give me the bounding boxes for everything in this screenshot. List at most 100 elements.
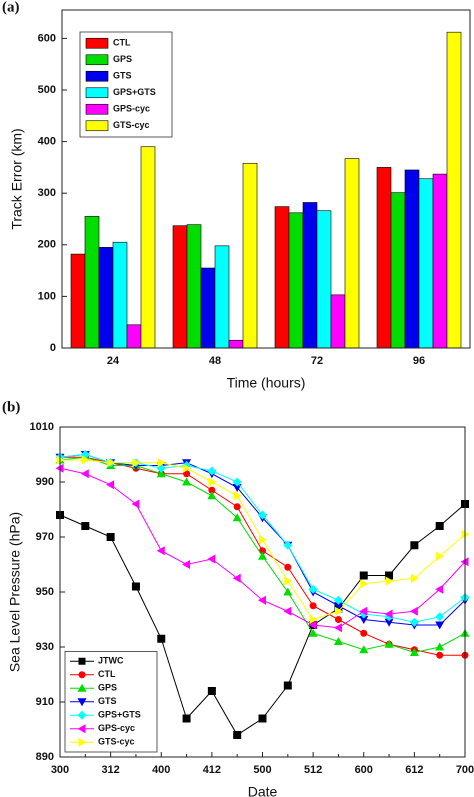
x-tick-label: 72	[311, 355, 323, 367]
y-tick-label: 400	[38, 135, 56, 147]
legend-swatch	[85, 54, 109, 66]
point	[208, 486, 216, 494]
point	[309, 602, 317, 610]
point	[182, 477, 192, 486]
point	[333, 637, 343, 645]
point	[435, 522, 444, 530]
point	[207, 491, 217, 500]
legend-label: CTL	[113, 38, 131, 48]
point	[182, 714, 191, 723]
point	[384, 618, 394, 627]
point	[207, 466, 217, 476]
point	[309, 615, 318, 624]
legend-marker	[77, 710, 87, 720]
legend-label: GPS+GTS	[113, 87, 156, 97]
plot-frame	[59, 426, 466, 758]
bar	[228, 339, 244, 349]
point	[258, 595, 266, 605]
point	[259, 535, 267, 545]
legend-marker	[78, 657, 86, 665]
bar	[390, 192, 406, 349]
legend-marker	[77, 683, 87, 692]
point	[359, 616, 369, 624]
y-tick-label: 950	[36, 586, 54, 598]
point	[157, 458, 166, 468]
bar	[84, 216, 100, 349]
y-axis-label: Sea Level Pressure (hPa)	[7, 512, 23, 672]
point	[435, 621, 445, 630]
point	[208, 477, 217, 487]
bar	[330, 294, 346, 349]
x-tick-label: 412	[203, 764, 221, 776]
point	[131, 582, 140, 591]
y-tick-label: 500	[38, 84, 56, 96]
point	[409, 648, 419, 656]
x-tick-label: 512	[304, 764, 322, 776]
legend-label: GTS	[98, 696, 117, 706]
point	[106, 480, 115, 490]
legend-label: GPS-cyc	[113, 104, 150, 114]
bar	[316, 210, 332, 349]
point	[435, 584, 444, 594]
legend-label: GTS	[113, 71, 132, 81]
legend-swatch	[85, 70, 109, 82]
legend-label: GPS	[113, 54, 132, 64]
bar	[432, 173, 448, 349]
y-tick-label: 0	[50, 342, 56, 354]
point	[308, 620, 317, 630]
legend-marker	[78, 737, 87, 747]
legend-label: GPS	[98, 683, 117, 693]
point	[283, 681, 292, 690]
x-tick-label: 400	[152, 764, 170, 776]
point	[233, 491, 242, 501]
x-tick-label: 600	[355, 764, 373, 776]
point	[232, 573, 241, 583]
y-tick-label: 930	[36, 641, 54, 653]
bar	[288, 212, 304, 349]
x-tick-label: 500	[253, 764, 271, 776]
point	[385, 576, 394, 586]
bar	[70, 253, 86, 349]
x-tick-label: 700	[456, 764, 474, 776]
bar	[242, 162, 258, 349]
point	[435, 612, 445, 622]
point	[436, 651, 444, 659]
point	[283, 606, 292, 616]
legend-marker	[77, 698, 87, 707]
bar	[172, 225, 188, 349]
point	[232, 477, 242, 487]
x-tick-label: 312	[101, 764, 119, 776]
legend-box	[79, 31, 173, 138]
point	[333, 623, 342, 633]
bar	[186, 224, 202, 349]
point	[156, 469, 166, 478]
point	[233, 731, 242, 739]
point	[284, 563, 292, 571]
bar	[302, 202, 318, 349]
point	[232, 484, 242, 492]
bar	[418, 178, 434, 349]
point	[284, 576, 293, 586]
point	[233, 503, 241, 511]
x-tick-label: 612	[405, 764, 423, 776]
bar	[214, 245, 230, 349]
legend-label: JTWC	[98, 656, 124, 666]
bar	[404, 169, 420, 349]
legend-swatch	[85, 103, 109, 115]
point	[360, 629, 368, 637]
y-tick-label: 100	[38, 290, 56, 302]
panel-label: (a)	[2, 0, 20, 15]
y-tick-label: 1010	[30, 421, 54, 433]
legend-swatch	[85, 87, 109, 99]
bar	[126, 324, 142, 349]
y-tick-label: 890	[36, 751, 54, 763]
point	[156, 546, 165, 556]
legend-marker	[77, 724, 86, 734]
point	[359, 606, 368, 616]
bar	[200, 267, 216, 349]
point	[81, 522, 90, 530]
point	[182, 560, 191, 569]
x-tick-label: 24	[107, 355, 120, 367]
point	[132, 458, 141, 468]
bar	[376, 167, 392, 349]
